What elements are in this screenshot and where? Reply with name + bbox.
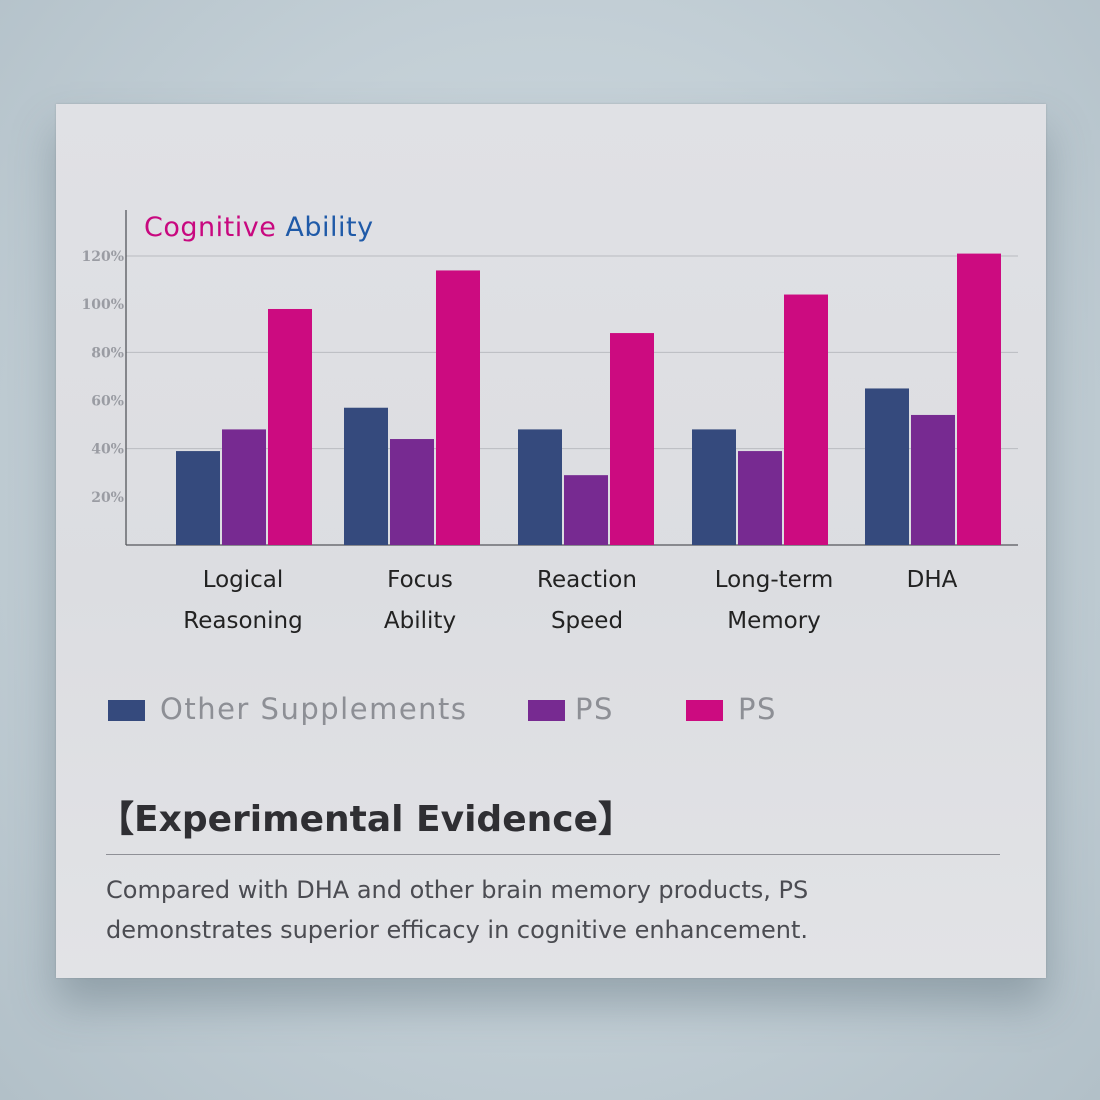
legend-label: PS [738, 692, 777, 726]
category-label: Reaction [537, 567, 637, 593]
bar [518, 429, 562, 545]
y-tick-label: 120% [81, 249, 124, 265]
category-label: Long-term [715, 567, 834, 593]
legend-swatch [528, 700, 565, 721]
category-label: Memory [727, 608, 821, 634]
y-tick-label: 80% [91, 345, 124, 361]
bar [738, 451, 782, 545]
chart-legend: Other Supplements PS PS [108, 692, 1008, 732]
category-label: Speed [551, 608, 623, 634]
chart-title-word: Ability [276, 212, 373, 243]
y-tick-label: 100% [81, 297, 124, 313]
bar [865, 388, 909, 545]
bar [268, 308, 312, 545]
category-label: DHA [907, 567, 958, 593]
category-label: Logical [203, 567, 284, 593]
evidence-title: 【Experimental Evidence】 [98, 799, 634, 840]
bar [784, 294, 828, 545]
bar [911, 414, 955, 545]
y-tick-label: 60% [91, 394, 124, 410]
bar [436, 270, 480, 545]
bar [610, 333, 654, 545]
bar [692, 429, 736, 545]
evidence-description: Compared with DHA and other brain memory… [106, 876, 809, 944]
category-label: Ability [384, 608, 456, 634]
cognitive-ability-chart: Cognitive Ability 20% 40% 60% 80% 100% 120% Lo… [81, 210, 1018, 634]
chart-title: Cognitive Ability [144, 212, 374, 243]
divider [106, 854, 1000, 855]
evidence-card: Cognitive Ability 20% 40% 60% 80% 100% 120% Lo… [56, 104, 1046, 978]
bar [176, 451, 220, 545]
category-label: Reasoning [183, 608, 302, 634]
y-tick-label: 20% [91, 490, 124, 506]
category-label: Focus [387, 567, 453, 593]
bar [344, 407, 388, 545]
chart-title-word: Cognitive [144, 212, 276, 243]
y-tick-label: 40% [91, 442, 124, 458]
bar [390, 439, 434, 545]
bar [564, 475, 608, 545]
bar [222, 429, 266, 545]
legend-label: Other Supplements [160, 692, 468, 726]
bar [957, 253, 1001, 545]
legend-label: PS [575, 692, 614, 726]
legend-swatch [108, 700, 145, 721]
legend-swatch [686, 700, 723, 721]
